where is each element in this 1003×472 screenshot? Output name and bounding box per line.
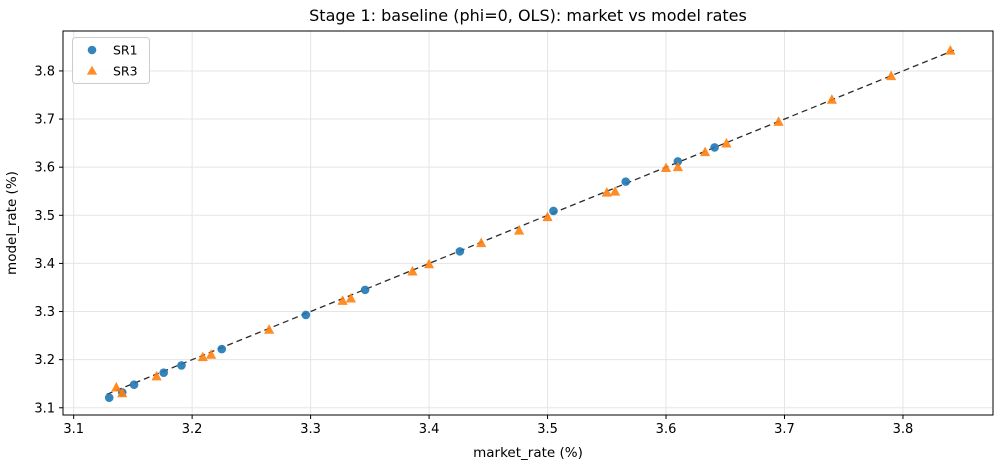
data-point-sr3 — [514, 225, 525, 235]
legend-label-sr3: SR3 — [113, 64, 138, 79]
data-point-sr3 — [111, 381, 122, 392]
x-tick-label: 3.1 — [63, 422, 84, 437]
data-point-sr3 — [945, 45, 956, 55]
data-point-sr1 — [621, 177, 631, 186]
data-point-sr3 — [609, 186, 621, 196]
tick-layer: 3.1 3.2 3.3 3.4 3.5 3.6 3.7 3.8 3.1 3.2 3.3 3.4 3.5 3… — [34, 64, 913, 437]
data-point-sr3 — [345, 292, 356, 303]
data-point-sr3 — [773, 116, 784, 126]
data-point-sr3 — [700, 146, 711, 157]
data-point-sr3 — [601, 187, 612, 197]
data-point-sr3 — [542, 211, 553, 222]
legend-label-sr1: SR1 — [113, 43, 138, 58]
data-point-sr1 — [104, 393, 114, 402]
y-tick-label: 3.3 — [34, 305, 55, 320]
data-point-sr1 — [455, 247, 465, 256]
data-point-sr1 — [129, 380, 139, 389]
data-point-sr1 — [549, 206, 558, 216]
data-point-sr1 — [159, 368, 169, 377]
data-point-sr3 — [197, 351, 208, 362]
x-tick-label: 3.5 — [537, 422, 558, 437]
data-point-sr1 — [360, 285, 370, 295]
data-point-sr1 — [710, 143, 719, 152]
legend-marker-sr3-icon — [86, 65, 98, 75]
legend-marker-sr1-icon — [87, 45, 97, 55]
legend: SR1 SR3 — [72, 37, 150, 84]
chart-title: Stage 1: baseline (phi=0, OLS): market v… — [309, 6, 747, 25]
data-point-sr3 — [660, 162, 672, 173]
y-tick-label: 3.6 — [34, 161, 55, 176]
x-tick-label: 3.6 — [656, 422, 677, 437]
data-point-sr3 — [672, 161, 683, 172]
x-tick-label: 3.7 — [774, 422, 795, 437]
data-point-sr1 — [301, 310, 311, 320]
x-tick-label: 3.8 — [893, 422, 914, 437]
x-axis-label: market_rate (%) — [473, 445, 583, 461]
y-axis-label: model_rate (%) — [4, 171, 20, 275]
data-point-sr3 — [721, 137, 732, 148]
data-point-sr3 — [886, 70, 897, 81]
x-tick-label: 3.2 — [182, 422, 203, 437]
data-point-sr1 — [217, 344, 227, 354]
reference-line — [106, 49, 955, 395]
data-point-sr3 — [117, 387, 128, 398]
y-tick-label: 3.7 — [34, 113, 55, 128]
y-tick-label: 3.2 — [34, 353, 55, 368]
data-point-sr3 — [205, 349, 217, 359]
data-point-sr3 — [476, 237, 487, 248]
data-point-sr1 — [673, 157, 683, 166]
data-point-sr3 — [407, 265, 418, 276]
data-point-sr3 — [826, 94, 837, 104]
data-point-sr3 — [151, 370, 162, 381]
data-point-sr3 — [264, 324, 275, 334]
plot-frame — [62, 30, 994, 416]
grid-layer — [63, 31, 993, 415]
legend-frame — [72, 37, 150, 84]
y-tick-label: 3.5 — [34, 209, 55, 224]
data-point-sr3 — [337, 295, 348, 305]
y-tick-label: 3.4 — [34, 257, 55, 272]
y-tick-label: 3.1 — [34, 401, 55, 416]
data-point-sr3 — [423, 258, 435, 269]
y-tick-label: 3.8 — [34, 64, 55, 79]
x-tick-label: 3.4 — [419, 422, 440, 437]
data-layer — [104, 45, 956, 402]
x-tick-label: 3.3 — [300, 422, 321, 437]
data-point-sr1 — [177, 361, 186, 370]
